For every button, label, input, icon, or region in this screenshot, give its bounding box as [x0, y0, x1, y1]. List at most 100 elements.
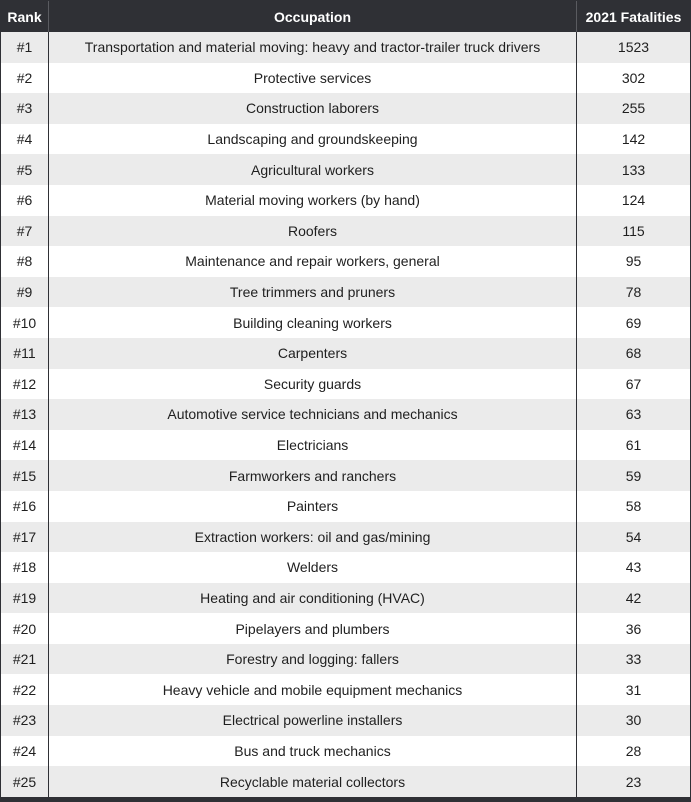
- table-row: #18 Welders 43: [1, 552, 690, 583]
- rank-cell: #16: [1, 490, 48, 522]
- rank-cell: #21: [1, 643, 48, 675]
- table-row: #6 Material moving workers (by hand) 124: [1, 184, 690, 216]
- rank-cell: #15: [1, 460, 48, 491]
- rank-cell: #4: [1, 123, 48, 155]
- occupation-cell: Farmworkers and ranchers: [48, 460, 576, 491]
- occupation-cell: Heating and air conditioning (HVAC): [48, 582, 576, 614]
- occupation-cell: Roofers: [48, 215, 576, 247]
- fatalities-cell: 61: [576, 429, 690, 461]
- rank-cell: #9: [1, 276, 48, 308]
- fatalities-cell: 115: [576, 215, 690, 247]
- occupation-cell: Extraction workers: oil and gas/mining: [48, 521, 576, 553]
- fatalities-cell: 68: [576, 337, 690, 369]
- fatalities-cell: 28: [576, 735, 690, 767]
- occupation-cell: Transportation and material moving: heav…: [48, 32, 576, 63]
- occupation-cell: Tree trimmers and pruners: [48, 276, 576, 308]
- rank-cell: #7: [1, 215, 48, 247]
- rank-cell: #5: [1, 154, 48, 185]
- occupation-cell: Landscaping and groundskeeping: [48, 123, 576, 155]
- rank-cell: #18: [1, 552, 48, 583]
- occupation-cell: Carpenters: [48, 337, 576, 369]
- rank-cell: #11: [1, 337, 48, 369]
- table-header: Rank Occupation 2021 Fatalities: [1, 1, 690, 32]
- table-row: #22 Heavy vehicle and mobile equipment me…: [1, 674, 690, 706]
- table-row: #24 Bus and truck mechanics 28: [1, 735, 690, 767]
- fatalities-cell: 30: [576, 705, 690, 736]
- rank-cell: #8: [1, 246, 48, 277]
- table-row: #11 Carpenters 68: [1, 337, 690, 369]
- table-row: #10 Building cleaning workers 69: [1, 307, 690, 338]
- fatalities-cell: 58: [576, 490, 690, 522]
- table-row: #19 Heating and air conditioning (HVAC) 42: [1, 582, 690, 614]
- column-header-rank: Rank: [1, 1, 48, 32]
- occupation-cell: Electricians: [48, 429, 576, 461]
- fatalities-cell: 36: [576, 613, 690, 644]
- occupation-cell: Material moving workers (by hand): [48, 184, 576, 216]
- fatalities-cell: 67: [576, 368, 690, 400]
- rank-cell: #17: [1, 521, 48, 553]
- column-header-fatalities: 2021 Fatalities: [576, 1, 690, 32]
- rank-cell: #6: [1, 184, 48, 216]
- occupation-cell: Building cleaning workers: [48, 307, 576, 338]
- table-row: #1 Transportation and material moving: he…: [1, 32, 690, 63]
- table-row: #23 Electrical powerline installers 30: [1, 705, 690, 736]
- occupation-cell: Electrical powerline installers: [48, 705, 576, 736]
- rank-cell: #22: [1, 674, 48, 706]
- table-row: #7 Roofers 115: [1, 215, 690, 247]
- occupation-cell: Welders: [48, 552, 576, 583]
- fatalities-cell: 42: [576, 582, 690, 614]
- rank-cell: #20: [1, 613, 48, 644]
- occupation-cell: Agricultural workers: [48, 154, 576, 185]
- occupation-cell: Automotive service technicians and mecha…: [48, 399, 576, 430]
- table-row: #9 Tree trimmers and pruners 78: [1, 276, 690, 308]
- table-row: #21 Forestry and logging: fallers 33: [1, 643, 690, 675]
- table-row: #3 Construction laborers 255: [1, 93, 690, 124]
- occupation-cell: Bus and truck mechanics: [48, 735, 576, 767]
- table-row: #15 Farmworkers and ranchers 59: [1, 460, 690, 491]
- rank-cell: #13: [1, 399, 48, 430]
- fatalities-cell: 302: [576, 62, 690, 94]
- rank-cell: #19: [1, 582, 48, 614]
- occupation-cell: Construction laborers: [48, 93, 576, 124]
- fatalities-cell: 133: [576, 154, 690, 185]
- rank-cell: #24: [1, 735, 48, 767]
- table-row: #20 Pipelayers and plumbers 36: [1, 613, 690, 644]
- fatalities-cell: 124: [576, 184, 690, 216]
- fatalities-cell: 1523: [576, 32, 690, 63]
- rank-cell: #3: [1, 93, 48, 124]
- occupation-cell: Maintenance and repair workers, general: [48, 246, 576, 277]
- fatalities-cell: 142: [576, 123, 690, 155]
- fatalities-cell: 23: [576, 766, 690, 797]
- fatalities-cell: 69: [576, 307, 690, 338]
- occupation-cell: Recyclable material collectors: [48, 766, 576, 797]
- fatalities-cell: 63: [576, 399, 690, 430]
- fatalities-cell: 95: [576, 246, 690, 277]
- fatalities-cell: 78: [576, 276, 690, 308]
- rank-cell: #10: [1, 307, 48, 338]
- fatalities-cell: 54: [576, 521, 690, 553]
- rank-cell: #12: [1, 368, 48, 400]
- occupation-cell: Security guards: [48, 368, 576, 400]
- table-row: #4 Landscaping and groundskeeping 142: [1, 123, 690, 155]
- fatalities-cell: 33: [576, 643, 690, 675]
- rank-cell: #25: [1, 766, 48, 797]
- table-row: #12 Security guards 67: [1, 368, 690, 400]
- fatalities-cell: 43: [576, 552, 690, 583]
- table-row: #2 Protective services 302: [1, 62, 690, 94]
- rank-cell: #14: [1, 429, 48, 461]
- rank-cell: #1: [1, 32, 48, 63]
- rank-cell: #2: [1, 62, 48, 94]
- table-row: #25 Recyclable material collectors 23: [1, 766, 690, 797]
- table-row: #8 Maintenance and repair workers, genera…: [1, 246, 690, 277]
- fatalities-cell: 255: [576, 93, 690, 124]
- column-header-occupation: Occupation: [48, 1, 576, 32]
- rank-cell: #23: [1, 705, 48, 736]
- occupation-cell: Pipelayers and plumbers: [48, 613, 576, 644]
- table-body: #1 Transportation and material moving: he…: [1, 32, 690, 797]
- table-row: #17 Extraction workers: oil and gas/minin…: [1, 521, 690, 553]
- occupation-cell: Forestry and logging: fallers: [48, 643, 576, 675]
- header-row: Rank Occupation 2021 Fatalities: [1, 1, 690, 32]
- table-row: #14 Electricians 61: [1, 429, 690, 461]
